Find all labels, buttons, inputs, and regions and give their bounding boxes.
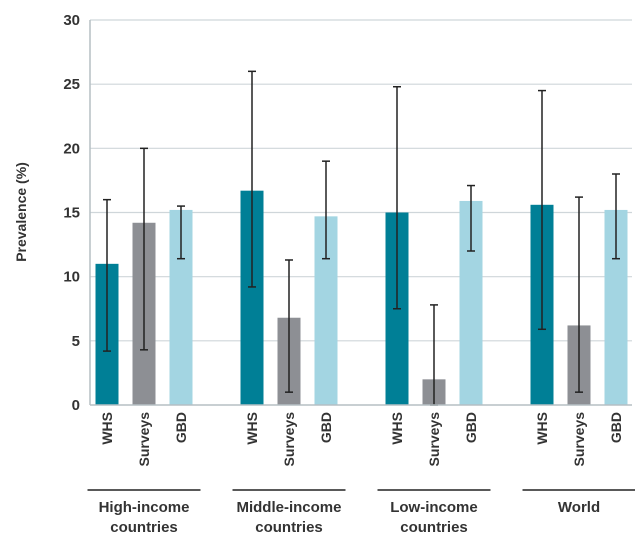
category-label: Surveys <box>281 412 297 467</box>
bar <box>240 190 264 405</box>
error-bars <box>103 70 620 406</box>
category-label: Surveys <box>136 412 152 467</box>
y-tick-label: 30 <box>63 12 80 29</box>
labels: 0 5 10 15 20 25 30 WHS Surveys GBD High-income coun… <box>63 12 624 536</box>
axes <box>87 20 635 491</box>
category-label: GBD <box>608 412 624 443</box>
category-label: GBD <box>173 412 189 443</box>
group-label: countries <box>255 519 323 536</box>
category-label: WHS <box>244 412 260 445</box>
y-tick-label: 0 <box>72 397 80 414</box>
category-label: Surveys <box>571 412 587 467</box>
bar <box>169 209 193 405</box>
y-tick-label: 5 <box>72 333 80 350</box>
category-label: WHS <box>389 412 405 445</box>
bar <box>604 209 628 405</box>
group-label: World <box>558 499 600 516</box>
y-tick-label: 20 <box>63 140 80 157</box>
category-label: GBD <box>463 412 479 443</box>
group-label: countries <box>110 519 178 536</box>
group-label: Low-income <box>390 499 478 516</box>
category-label: WHS <box>99 412 115 445</box>
bar <box>459 200 483 405</box>
y-tick-label: 10 <box>63 269 80 286</box>
y-tick-label: 15 <box>63 205 80 222</box>
bars <box>95 190 628 405</box>
category-label: GBD <box>318 412 334 443</box>
group-label: High-income <box>99 499 190 516</box>
y-tick-label: 25 <box>63 76 80 93</box>
category-label: WHS <box>534 412 550 445</box>
bar <box>314 216 338 405</box>
y-axis-label: Prevalence (%) <box>13 162 29 262</box>
group-label: Middle-income <box>236 499 341 516</box>
group-label: countries <box>400 519 468 536</box>
category-label: Surveys <box>426 412 442 467</box>
